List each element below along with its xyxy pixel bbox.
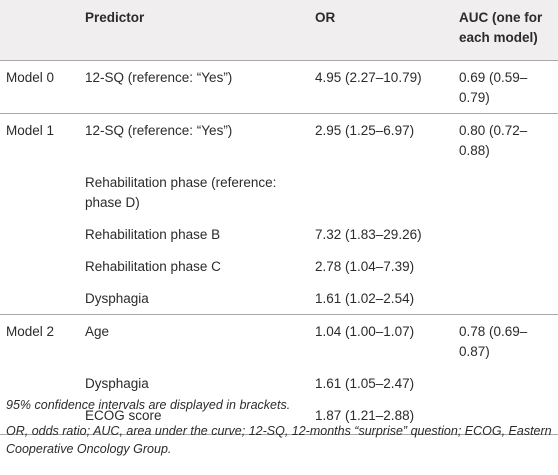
header-or: OR	[302, 0, 446, 61]
cell-predictor: ECOG score	[72, 399, 302, 435]
cell-or: 1.61 (1.02–2.54)	[315, 291, 415, 306]
cell-predictor: Rehabilitation phase (reference: phase D…	[85, 175, 277, 210]
cell-auc	[446, 367, 558, 399]
cell-model	[0, 399, 72, 435]
cell-or: 1.87 (1.21–2.88)	[302, 399, 446, 435]
cell-auc	[446, 399, 558, 435]
cell-or: 2.95 (1.25–6.97)	[302, 113, 446, 166]
cell-or: 2.78 (1.04–7.39)	[315, 259, 415, 274]
table-row: Rehabilitation phase C 2.78 (1.04–7.39)	[0, 250, 558, 282]
table-row: Model 0 12-SQ (reference: “Yes”) 4.95 (2…	[0, 61, 558, 114]
table-row: Rehabilitation phase (reference: phase D…	[0, 166, 558, 218]
header-model	[0, 0, 72, 61]
cell-auc: 0.78 (0.69–0.87)	[446, 314, 558, 367]
cell-model: Model 0	[6, 70, 55, 85]
header-predictor: Predictor	[72, 0, 302, 61]
cell-model: Model 1	[0, 113, 72, 166]
header-auc: AUC (one for each model)	[446, 0, 558, 61]
table-row: Dysphagia 1.61 (1.02–2.54)	[0, 282, 558, 315]
cell-model: Model 2	[0, 314, 72, 367]
cell-or: 1.04 (1.00–1.07)	[302, 314, 446, 367]
table-header: Predictor OR AUC (one for each model)	[0, 0, 558, 61]
footnote-ci: 95% confidence intervals are displayed i…	[6, 398, 291, 412]
cell-predictor: 12-SQ (reference: “Yes”)	[72, 113, 302, 166]
cell-or: 7.32 (1.83–29.26)	[315, 227, 422, 242]
cell-or: 1.61 (1.05–2.47)	[315, 376, 415, 391]
cell-auc	[446, 166, 558, 218]
cell-predictor: Dysphagia	[85, 291, 149, 306]
cell-model	[0, 250, 72, 282]
table-row: Dysphagia 1.61 (1.05–2.47)	[0, 367, 558, 399]
table-row: Model 2 Age 1.04 (1.00–1.07) 0.78 (0.69–…	[0, 314, 558, 367]
cell-auc: 0.80 (0.72–0.88)	[446, 113, 558, 166]
cell-auc	[446, 282, 558, 315]
cell-model	[0, 218, 72, 250]
cell-auc	[446, 250, 558, 282]
cell-model	[0, 367, 72, 399]
table-row: ECOG score 1.87 (1.21–2.88)	[0, 399, 558, 435]
footnote-abbreviations: OR, odds ratio; AUC, area under the curv…	[6, 423, 552, 457]
header-row: Predictor OR AUC (one for each model)	[0, 0, 558, 61]
results-table: Predictor OR AUC (one for each model) Mo…	[0, 0, 558, 435]
cell-predictor: Rehabilitation phase B	[85, 227, 221, 242]
cell-predictor: Age	[72, 314, 302, 367]
cell-auc: 0.69 (0.59–0.79)	[459, 70, 528, 105]
cell-model	[0, 282, 72, 315]
cell-predictor: 12-SQ (reference: “Yes”)	[85, 70, 233, 85]
table-row: Rehabilitation phase B 7.32 (1.83–29.26)	[0, 218, 558, 250]
table-row: Model 1 12-SQ (reference: “Yes”) 2.95 (1…	[0, 113, 558, 166]
cell-predictor: Dysphagia	[85, 376, 149, 391]
cell-or: 4.95 (2.27–10.79)	[315, 70, 422, 85]
table-footnotes: 95% confidence intervals are displayed i…	[6, 396, 554, 459]
cell-or	[302, 166, 446, 218]
cell-auc	[446, 218, 558, 250]
table-body: Model 0 12-SQ (reference: “Yes”) 4.95 (2…	[0, 61, 558, 435]
cell-model	[0, 166, 72, 218]
cell-predictor: Rehabilitation phase C	[85, 259, 221, 274]
